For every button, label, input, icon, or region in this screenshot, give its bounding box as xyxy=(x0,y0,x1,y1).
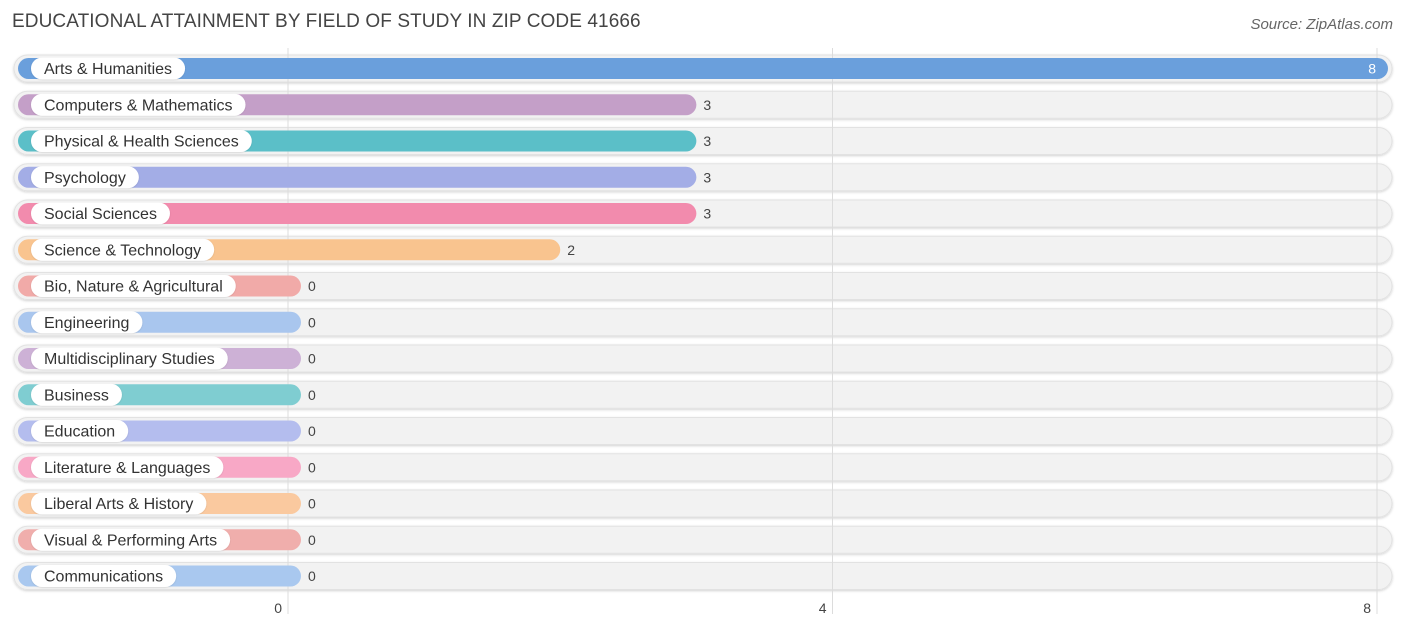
row-background xyxy=(13,525,1393,554)
x-tick-label: 8 xyxy=(1363,600,1371,616)
bar xyxy=(18,58,1388,79)
row-background xyxy=(13,453,1393,482)
category-label: Business xyxy=(44,387,109,404)
category-label-pill xyxy=(31,492,207,515)
value-label: 0 xyxy=(308,387,316,403)
category-label: Arts & Humanities xyxy=(44,61,172,78)
value-label: 0 xyxy=(308,351,316,367)
value-label: 0 xyxy=(308,496,316,512)
category-label: Social Sciences xyxy=(44,206,157,223)
source-note: Source: ZipAtlas.com xyxy=(1250,16,1393,33)
category-label: Computers & Mathematics xyxy=(44,97,233,114)
category-label-pill xyxy=(31,130,252,152)
bar xyxy=(18,203,697,224)
category-label: Science & Technology xyxy=(44,242,201,259)
chart-title: EDUCATIONAL ATTAINMENT BY FIELD OF STUDY… xyxy=(12,11,641,32)
bars: Arts & Humanities 8 Computers & Mathematic… xyxy=(18,57,1388,587)
category-label: Literature & Languages xyxy=(44,460,210,477)
value-label: 0 xyxy=(308,423,316,439)
row-background xyxy=(13,380,1393,409)
row-background xyxy=(13,272,1393,300)
category-label-pill xyxy=(31,275,236,297)
value-label: 2 xyxy=(567,242,575,258)
value-label: 3 xyxy=(703,133,711,149)
row-background xyxy=(13,308,1393,337)
value-label: 0 xyxy=(308,278,316,294)
row-background xyxy=(13,489,1393,518)
row-background xyxy=(13,562,1393,590)
category-label: Engineering xyxy=(44,315,129,332)
x-tick-label: 0 xyxy=(274,600,282,616)
category-label: Psychology xyxy=(44,170,126,187)
value-label: 0 xyxy=(308,459,316,475)
x-tick-label: 4 xyxy=(819,600,827,616)
value-label: 8 xyxy=(1368,61,1376,77)
value-label: 3 xyxy=(703,97,711,113)
category-label: Education xyxy=(44,424,115,441)
value-label: 0 xyxy=(308,532,316,548)
bar xyxy=(18,166,697,188)
row-background xyxy=(13,417,1393,445)
category-label-pill xyxy=(31,238,215,261)
category-label-pill xyxy=(31,166,139,189)
category-label: Bio, Nature & Agricultural xyxy=(44,279,223,296)
category-label-pill xyxy=(31,93,246,116)
category-label-pill xyxy=(31,420,129,442)
category-label: Communications xyxy=(44,569,163,586)
category-label: Visual & Performing Arts xyxy=(44,532,217,549)
category-label: Multidisciplinary Studies xyxy=(44,351,215,368)
category-label-pill xyxy=(31,456,224,479)
category-label: Physical & Health Sciences xyxy=(44,134,239,151)
value-label: 0 xyxy=(308,314,316,330)
value-label: 0 xyxy=(308,568,316,584)
value-label: 3 xyxy=(703,169,711,185)
value-label: 3 xyxy=(703,206,711,222)
row-background xyxy=(13,344,1393,373)
category-label-pill xyxy=(31,202,170,225)
x-axis: 0 4 8 xyxy=(274,600,1371,616)
category-label-pill xyxy=(31,347,228,370)
category-label: Liberal Arts & History xyxy=(44,496,193,513)
category-label-pill xyxy=(31,528,231,551)
category-label-pill xyxy=(31,383,122,406)
category-label-pill xyxy=(31,57,186,80)
category-label-pill xyxy=(31,565,177,587)
category-label-pill xyxy=(31,311,143,334)
